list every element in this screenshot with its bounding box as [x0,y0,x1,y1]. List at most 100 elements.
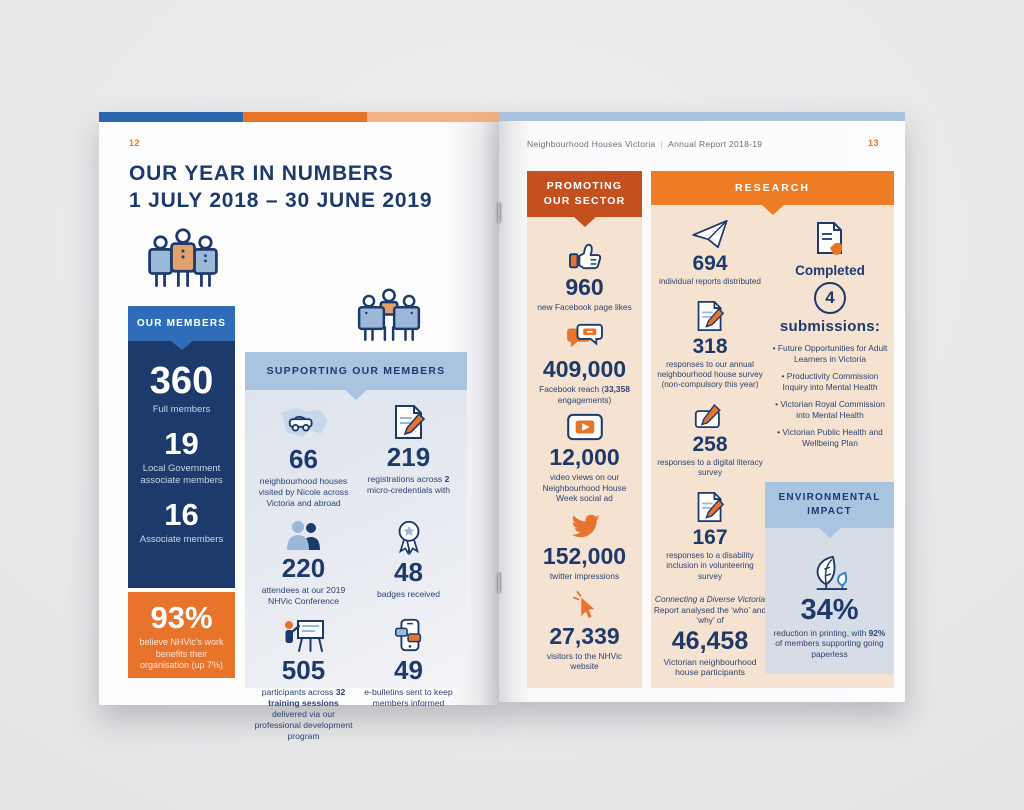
submission-item: Productivity Commission Inquiry into Men… [772,371,888,392]
stat-value: 505 [281,655,326,685]
trainer-presentation-icon [282,617,326,653]
header-notch [170,341,193,350]
bar-segment-blue [99,112,243,122]
stat-value: 46,458 [671,626,749,655]
research-stats: 694 individual reports distributed [651,205,769,688]
stat-value: 167 [692,526,728,550]
research-header-label: RESEARCH [735,182,810,194]
stat-registrations: 219 registrations across 2 micro-credent… [356,404,461,509]
stat-label: Facebook reach (33,358 engagements) [539,384,630,405]
promo-header-line-1: PROMOTING [546,180,623,192]
stat-full-members: 360 Full members [128,361,235,416]
research-body: 694 individual reports distributed [651,205,894,688]
environmental-impact-body: 34% reduction in printing, with 92% of m… [765,528,894,674]
stat-value: 34% [800,593,859,626]
environmental-impact-header: ENVIRONMENTAL IMPACT [765,482,894,538]
research-panel: RESEARCH 694 individual reports distribu… [651,171,894,688]
stat-digital-literacy-responses: 258 responses to a digital literacy surv… [651,403,769,478]
stat-label: registrations across 2 micro-credentials… [366,474,451,495]
stat-local-government-members: 19 Local Government associate members [128,427,235,487]
stat-diverse-victoria: Connecting a Diverse Victoria Report ana… [651,594,769,678]
stat-value: 48 [394,557,423,587]
stat-label: participants across 32 training sessions… [254,687,353,741]
attendees-people-icon [284,519,324,551]
promoting-our-sector-panel: PROMOTING OUR SECTOR 960 new Fac [527,171,642,688]
our-members-panel: 360 Full members 19 Local Government ass… [128,341,235,588]
environmental-impact-panel: ENVIRONMENTAL IMPACT [765,482,894,674]
stat-value: 16 [164,497,199,532]
bar-segment-peach [367,112,499,122]
submissions-list: Future Opportunities for Adult Learners … [766,343,894,448]
submissions-block: Completed 4 submissions: Future Opportun… [766,205,894,448]
stat-label: Associate members [139,534,224,545]
stat-label: neighbourhood houses visited by Nicole a… [258,476,349,508]
stat-label: individual reports distributed [659,277,761,286]
stat-conference-attendees: 220 attendees at our 2019 NHVic Conferen… [251,519,356,607]
stat-label: responses to our annual neighbourhood ho… [657,359,763,390]
staple [497,202,501,222]
env-header-line-1: ENVIRONMENTAL [778,492,881,503]
stat-label: believe NHVic's work benefits their orga… [139,637,224,670]
stat-value: 66 [289,444,318,474]
stat-facebook-reach: 409,000 Facebook reach (33,358 engagemen… [527,321,642,405]
survey-pencil-icon [695,300,725,332]
submission-document-icon [812,221,848,257]
registration-pencil-icon [392,404,426,440]
running-header: Neighbourhood Houses Victoria | Annual Rep… [527,139,762,149]
stat-value: 12,000 [549,444,620,471]
stat-value: 694 [692,252,728,275]
speech-bubbles-icon [566,321,604,353]
supporting-people-icon [355,288,423,342]
stat-website-visitors: 27,339 visitors to the NHVic website [527,590,642,672]
cursor-click-icon [572,590,598,620]
survey-pencil-icon [695,491,725,523]
stat-label: attendees at our 2019 NHVic Conference [261,585,346,606]
stat-value: 19 [164,426,199,461]
video-play-icon [566,413,604,441]
members-people-icon [145,228,221,288]
our-members-header: OUR MEMBERS [128,306,235,350]
page-number-right: 13 [867,138,879,148]
page-right: Neighbourhood Houses Victoria | Annual Rep… [499,112,905,702]
title-line-2: 1 JULY 2018 – 30 JUNE 2019 [129,189,433,212]
staple [497,572,501,592]
page-number-left: 12 [129,138,141,148]
stat-houses-visited: 66 neighbourhood houses visited by Nicol… [251,404,356,509]
supporting-header-label: SUPPORTING OUR MEMBERS [266,365,446,377]
stat-video-views: 12,000 video views on our Neighbourhood … [527,413,642,504]
promoting-our-sector-header: PROMOTING OUR SECTOR [527,171,642,227]
top-edge-bar-left [99,112,499,122]
stat-value: 93% [150,600,213,635]
diverse-report-intro: Connecting a Diverse Victoria Report ana… [653,594,767,626]
stat-label: responses to a digital literacy survey [657,458,763,478]
stat-label: new Facebook page likes [537,302,632,313]
leaves-icon [809,553,851,591]
phone-ebulletin-icon [393,617,425,653]
report-booklet: 12 OUR YEAR IN NUMBERS 1 JULY 2018 – 30 … [99,112,905,741]
env-header-line-2: IMPACT [807,506,852,517]
running-header-title: Annual Report 2018-19 [668,139,763,149]
stat-label: Victorian neighbourhood house participan… [663,656,757,678]
header-notch [345,390,367,400]
submission-item: Victorian Royal Commission into Mental H… [772,399,888,420]
submission-item: Future Opportunities for Adult Learners … [772,343,888,364]
digital-pen-icon [694,403,726,430]
stat-label: Full members [152,404,211,415]
bar-segment-orange [243,112,367,122]
submission-item: Victorian Public Health and Wellbeing Pl… [772,427,888,448]
stat-value: 152,000 [542,543,627,569]
stat-label: reduction in printing, with 92% of membe… [773,627,886,659]
stat-disability-inclusion-responses: 167 responses to a disability inclusion … [651,491,769,582]
stat-label: visitors to the NHVic website [546,650,623,672]
stat-value: 258 [692,433,728,457]
header-notch [573,217,596,227]
running-header-brand: Neighbourhood Houses Victoria [527,139,656,149]
stat-value: 219 [386,442,431,472]
thumbs-up-icon [568,241,602,271]
stat-value: 220 [281,553,326,583]
stat-value: 27,339 [549,622,620,649]
stat-value: 49 [394,655,423,685]
stat-reports-distributed: 694 individual reports distributed [651,219,769,287]
promo-header-line-2: OUR SECTOR [543,195,626,207]
award-badge-icon [394,519,424,556]
